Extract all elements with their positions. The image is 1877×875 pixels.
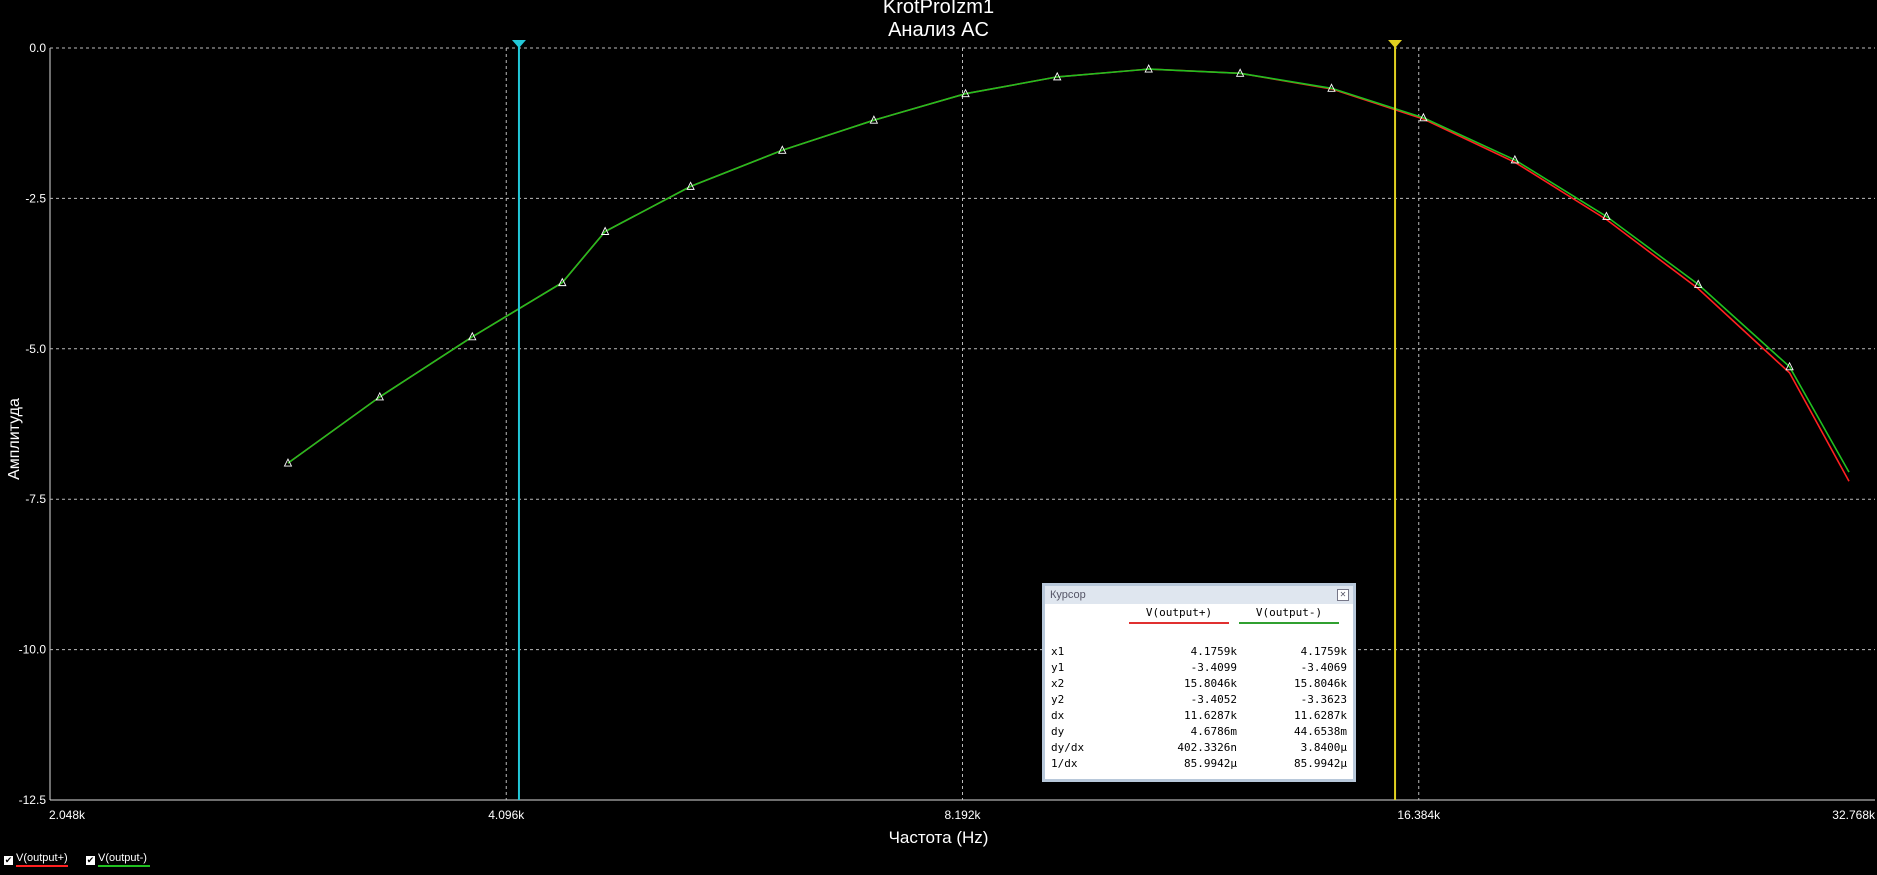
cursor-row-dy: dy 4.6786m 44.6538m [1051,724,1347,740]
chart-subtitle: Анализ AC [888,19,989,41]
cursor-row-dx: dx 11.6287k 11.6287k [1051,708,1347,724]
data-point-marker [1053,71,1062,81]
cursor-panel-rows: x1 4.1759k 4.1759k y1 -3.4099 -3.4069 x2 15.804… [1051,644,1347,772]
y-tick-label: -2.5 [25,191,46,205]
cursor-2-handle-icon[interactable] [1388,40,1403,48]
cursor-cell: -3.3623 [1300,693,1347,706]
cursor-panel-body: V(output+) V(output-) x1 4.1759k 4.1759k y1… [1045,604,1353,774]
data-point-marker [1327,83,1336,92]
cursor-row-x2: x2 15.8046k 15.8046k [1051,676,1347,692]
data-point-marker [1235,68,1245,77]
y-tick-label: -5.0 [25,342,46,356]
cursor-cell: 11.6287k [1294,709,1347,722]
cursor-panel[interactable]: Курсор ✕ V(output+) V(output-) x1 4.1759k… [1042,583,1356,782]
legend-item-output-plus[interactable]: ✔ V(output+) [4,852,68,867]
legend-label: V(output+) [16,852,68,864]
cursor-row-y1: y1 -3.4099 -3.4069 [1051,660,1347,676]
series-line-output-plus [287,68,1850,482]
cursor-cell: y1 [1051,661,1065,674]
cursor-panel-header: V(output+) V(output-) [1051,606,1347,632]
x-tick-label: 32.768k [1832,808,1876,822]
data-point-marker [869,115,879,124]
y-tick-label: -10.0 [19,643,47,657]
data-point-marker [283,458,293,467]
data-point-marker [1602,211,1611,220]
x-tick-label: 16.384k [1397,808,1441,822]
cursor-cell: 15.8046k [1184,677,1237,690]
cursor-cell: 15.8046k [1294,677,1347,690]
cursor-row-x1: x1 4.1759k 4.1759k [1051,644,1347,660]
cursor-cell: -3.4069 [1300,661,1347,674]
legend-label: V(output-) [98,852,147,864]
data-point-marker [1510,154,1520,164]
column-header-output-minus: V(output-) [1255,606,1323,619]
cursor-cell: 402.3326n [1177,741,1237,754]
cursor-cell: 85.9942µ [1294,757,1347,770]
cursor-panel-title[interactable]: Курсор ✕ [1045,586,1353,604]
cursor-row-y2: y2 -3.4052 -3.3623 [1051,692,1347,708]
data-point-marker [778,145,787,154]
legend: ✔ V(output+) ✔ V(output-) [4,852,150,867]
cursor-cell: 11.6287k [1184,709,1237,722]
cursor-cell: 1/dx [1051,757,1078,770]
data-point-marker [1693,279,1703,288]
data-point-marker [1144,64,1153,73]
cursor-cell: 4.1759k [1300,645,1347,658]
cursor-cell: 44.6538m [1294,725,1347,738]
legend-swatch [98,865,150,867]
column-color-line [1129,622,1229,624]
cursor-cell: dy [1051,725,1065,738]
x-tick-label: 2.048k [49,808,86,822]
data-point-marker [686,181,695,190]
column-header-output-plus: V(output+) [1145,606,1213,619]
cursor-cell: -3.4099 [1190,661,1237,674]
data-point-marker [375,391,385,401]
data-point-marker [558,277,567,287]
close-icon[interactable]: ✕ [1337,589,1349,601]
data-point-marker [961,88,970,98]
checkbox-icon[interactable]: ✔ [86,855,95,865]
checkbox-icon[interactable]: ✔ [4,855,13,865]
cursor-cell: x2 [1051,677,1065,690]
x-tick-label: 4.096k [488,808,525,822]
cursor-cell: -3.4052 [1190,693,1237,706]
cursor-cell: y2 [1051,693,1065,706]
series-line-output-minus [287,68,1850,473]
legend-item-output-minus[interactable]: ✔ V(output-) [86,852,150,867]
data-point-marker [1419,112,1428,122]
cursor-cell: 85.9942µ [1184,757,1237,770]
y-tick-label: -7.5 [25,492,46,506]
data-point-marker [600,226,610,235]
legend-swatch [16,865,68,867]
x-tick-label: 8.192k [944,808,981,822]
x-axis-label: Частота (Hz) [888,828,989,847]
column-color-line [1239,622,1339,624]
cursor-1-handle-icon[interactable] [511,40,526,48]
chart-title: KrotProIzm1 [882,0,995,18]
y-tick-label: -12.5 [19,793,47,807]
cursor-cell: x1 [1051,645,1065,658]
cursor-row-dy-dx: dy/dx 402.3326n 3.8400µ [1051,740,1347,756]
cursor-cell: 4.6786m [1190,725,1237,738]
cursor-cell: dx [1051,709,1065,722]
data-point-marker [1785,361,1794,371]
cursor-cell: dy/dx [1051,741,1085,754]
data-point-marker [468,331,477,341]
cursor-cell: 4.1759k [1190,645,1237,658]
cursor-row-1-dx: 1/dx 85.9942µ 85.9942µ [1051,756,1347,772]
y-axis-label: Амплитуда [6,398,23,480]
y-tick-label: 0.0 [29,41,46,55]
cursor-panel-title-text: Курсор [1050,589,1086,601]
cursor-cell: 3.8400µ [1300,741,1347,754]
